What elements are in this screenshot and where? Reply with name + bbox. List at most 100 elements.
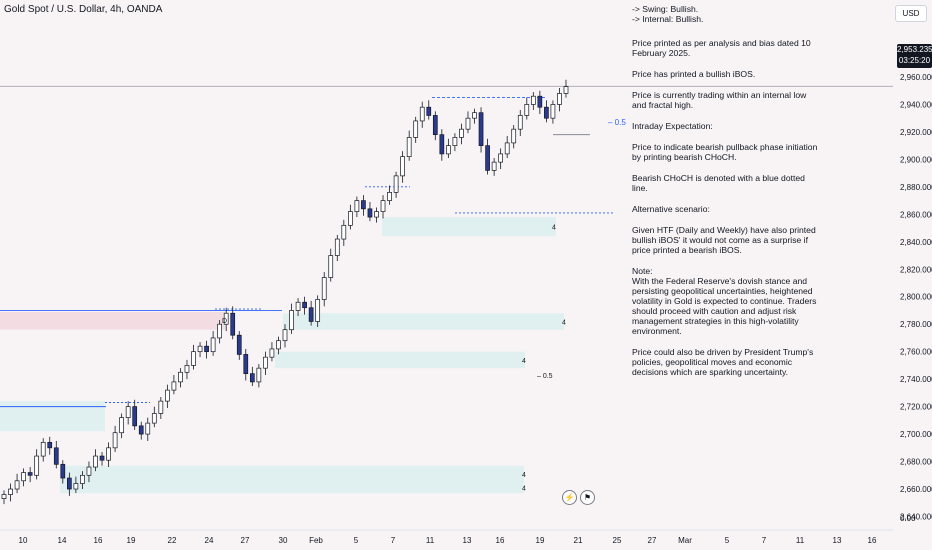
candle-bullish xyxy=(80,474,85,484)
candle-bullish xyxy=(256,367,262,383)
note-p9-title: Note: xyxy=(632,266,653,276)
note-p10: Price could also be driven by President … xyxy=(632,347,814,377)
candle-bullish xyxy=(191,351,196,366)
candle-bullish xyxy=(341,224,347,240)
candle-bullish xyxy=(93,455,98,468)
chart-grid xyxy=(0,85,893,531)
candle-bearish xyxy=(432,115,438,136)
candle-bearish xyxy=(230,312,236,336)
candle-bullish xyxy=(145,422,151,435)
note-internal: -> Internal: Bullish. xyxy=(632,14,704,24)
flag-icon[interactable]: ⚑ xyxy=(580,490,595,505)
candle-bullish xyxy=(406,137,412,157)
candle-bullish xyxy=(223,312,229,325)
zone-label: 4 xyxy=(552,225,556,232)
x-tick-label: 16 xyxy=(94,536,103,545)
annotations: 4 4 4 4 4 D – 0.5 – 0.5 xyxy=(222,118,626,493)
candle-bullish xyxy=(315,299,321,322)
candle-bullish xyxy=(557,93,562,105)
y-tick-label: 2,740.000 xyxy=(900,375,932,384)
candle-bullish xyxy=(347,211,353,226)
candle-bearish xyxy=(478,112,484,147)
x-tick-label: 24 xyxy=(205,536,214,545)
candle-bearish xyxy=(132,406,138,427)
candle-bullish xyxy=(517,115,523,130)
y-tick-label: 2,720.000 xyxy=(900,403,932,412)
candle-bullish xyxy=(276,340,281,350)
candle-bearish xyxy=(138,425,144,435)
zone-label: 4 xyxy=(522,472,526,479)
zone-label-pink: D xyxy=(222,318,227,325)
y-tick-label: 2,820.000 xyxy=(900,265,932,274)
candle-bullish xyxy=(459,128,464,138)
candle-bullish xyxy=(413,120,419,138)
x-tick-label: 22 xyxy=(168,536,177,545)
chart-title: Gold Spot / U.S. Dollar, 4h, OANDA xyxy=(4,4,163,15)
candle-bullish xyxy=(504,142,510,155)
candle-bullish xyxy=(171,381,177,391)
candle-bullish xyxy=(289,310,294,331)
x-tick-label: 7 xyxy=(762,536,767,545)
candle-bullish xyxy=(263,356,268,369)
currency-button[interactable]: USD xyxy=(895,5,927,22)
candle-bearish xyxy=(236,334,242,355)
candle-bullish xyxy=(217,323,223,339)
x-tick-label: 21 xyxy=(574,536,583,545)
zone-label: 4 xyxy=(522,358,526,365)
candle-bullish xyxy=(86,466,92,476)
x-tick-label: 5 xyxy=(725,536,730,545)
last-price-value: 2,953.235 xyxy=(897,45,932,54)
y-tick-label: 2,880.000 xyxy=(900,183,932,192)
candle-bullish xyxy=(387,192,392,201)
lightning-icon[interactable]: ⚡ xyxy=(562,490,577,505)
candle-bullish xyxy=(40,441,46,457)
candle-bullish xyxy=(165,389,170,402)
candle-bullish xyxy=(452,137,458,147)
x-tick-label: 14 xyxy=(58,536,67,545)
candles xyxy=(1,79,569,505)
candle-bullish xyxy=(374,211,379,218)
candle-bullish xyxy=(125,406,131,418)
note-swing: -> Swing: Bullish. xyxy=(632,4,699,14)
candle-bullish xyxy=(511,128,517,144)
candle-bullish xyxy=(400,156,405,177)
y-tick-label: 2,760.000 xyxy=(900,348,932,357)
candle-bullish xyxy=(119,417,124,434)
candle-bullish xyxy=(34,455,40,476)
x-tick-label: 27 xyxy=(648,536,657,545)
candle-bullish xyxy=(563,86,569,94)
candle-bearish xyxy=(537,95,543,108)
candle-bullish xyxy=(446,145,451,155)
x-tick-label: 25 xyxy=(613,536,622,545)
candle-bullish xyxy=(530,95,536,105)
candle-bullish xyxy=(550,104,556,119)
x-tick-label: 19 xyxy=(536,536,545,545)
candle-bearish xyxy=(302,301,307,309)
analysis-notes: -> Swing: Bullish. -> Internal: Bullish.… xyxy=(632,4,822,388)
candle-bullish xyxy=(498,153,504,163)
note-p2: Price has printed a bullish iBOS. xyxy=(632,69,756,79)
x-tick-label: 13 xyxy=(833,536,842,545)
x-axis: 10 14 16 19 22 24 27 30 Feb 5 7 11 13 16 19 21 25 27 Mar 5 7… xyxy=(19,536,877,545)
note-p6: Bearish CHoCH is denoted with a blue dot… xyxy=(632,173,805,193)
candle-bullish xyxy=(112,432,118,449)
y-tick-label: 2,680.000 xyxy=(900,458,932,467)
last-price-tag: 2,953.235 03:25:20 xyxy=(897,44,932,68)
note-p4: Intraday Expectation: xyxy=(632,121,713,131)
y-tick-label: 2,780.000 xyxy=(900,320,932,329)
demand-zone xyxy=(60,480,524,494)
candle-bullish xyxy=(269,348,275,358)
y-tick-label: 2,900.000 xyxy=(900,155,932,164)
candle-bullish xyxy=(524,104,530,116)
y-tick-label: 2,960.000 xyxy=(900,73,932,82)
candle-bullish xyxy=(21,472,26,482)
y-tick-label: 2,800.000 xyxy=(900,293,932,302)
candle-bullish xyxy=(282,329,288,342)
fib-label-lower: – 0.5 xyxy=(537,373,553,380)
y-tick-label: 2,940.000 xyxy=(900,100,932,109)
structure-lines xyxy=(0,97,615,408)
candle-bullish xyxy=(1,494,7,499)
y-zero-label: 0.00 xyxy=(900,514,916,523)
candle-bearish xyxy=(361,200,366,210)
